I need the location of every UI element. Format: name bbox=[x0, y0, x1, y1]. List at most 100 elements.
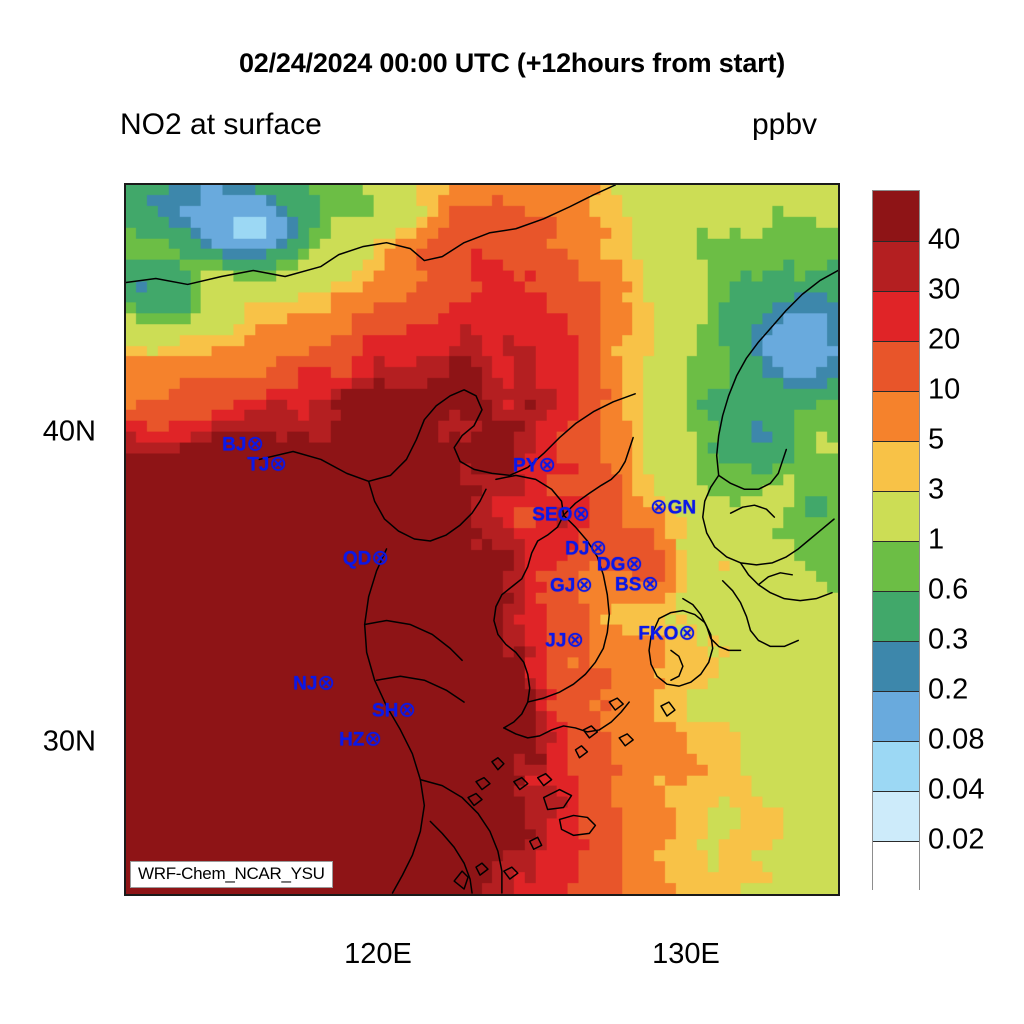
x-axis-major-tick bbox=[688, 894, 690, 896]
city-label: FKO bbox=[638, 623, 679, 645]
city-marker-dj[interactable]: DJ⊗ bbox=[565, 538, 607, 559]
colorbar-band[interactable] bbox=[873, 491, 919, 541]
station-cross-circle-icon: ⊗ bbox=[650, 495, 668, 519]
colorbar-tick-label: 20 bbox=[928, 323, 961, 356]
y-axis-tick bbox=[124, 247, 126, 249]
colorbar-tick-label: 0.08 bbox=[928, 723, 985, 756]
colorbar-tick-label: 0.02 bbox=[928, 823, 985, 856]
colorbar-band[interactable] bbox=[873, 441, 919, 491]
colorbar-band[interactable] bbox=[873, 391, 919, 441]
city-marker-dg[interactable]: DG⊗ bbox=[597, 554, 643, 575]
colorbar-band[interactable] bbox=[873, 341, 919, 391]
x-axis-label: 130E bbox=[652, 938, 720, 970]
colorbar-band[interactable] bbox=[873, 641, 919, 691]
city-marker-hz[interactable]: HZ⊗ bbox=[339, 729, 382, 750]
city-marker-tj[interactable]: TJ⊗ bbox=[247, 454, 287, 475]
city-marker-layer: BJ⊗ TJ⊗ QD⊗ NJ⊗ SH⊗ HZ⊗ PY⊗ SEO⊗ ⊗GN DJ⊗ DG⊗ GJ⊗ BS⊗… bbox=[126, 185, 838, 894]
map-plot-area[interactable]: BJ⊗ TJ⊗ QD⊗ NJ⊗ SH⊗ HZ⊗ PY⊗ SEO⊗ ⊗GN DJ⊗ DG⊗ GJ⊗ BS⊗… bbox=[124, 183, 840, 896]
y-axis-tick bbox=[124, 371, 126, 373]
station-cross-circle-icon: ⊗ bbox=[641, 572, 659, 596]
city-marker-bs[interactable]: BS⊗ bbox=[615, 574, 659, 595]
x-axis-tick bbox=[627, 894, 629, 896]
city-marker-nj[interactable]: NJ⊗ bbox=[293, 673, 335, 694]
city-label: DG bbox=[596, 554, 626, 576]
city-marker-jj[interactable]: JJ⊗ bbox=[545, 630, 584, 651]
city-marker-gn[interactable]: ⊗GN bbox=[650, 497, 696, 518]
city-label: GN bbox=[667, 497, 697, 519]
station-cross-circle-icon: ⊗ bbox=[398, 698, 416, 722]
station-cross-circle-icon: ⊗ bbox=[625, 552, 643, 576]
station-cross-circle-icon: ⊗ bbox=[678, 621, 696, 645]
station-cross-circle-icon: ⊗ bbox=[364, 727, 382, 751]
city-marker-bj[interactable]: BJ⊗ bbox=[222, 434, 264, 455]
city-marker-sh[interactable]: SH⊗ bbox=[372, 700, 416, 721]
x-axis-tick bbox=[257, 894, 259, 896]
colorbar[interactable] bbox=[872, 190, 920, 891]
model-watermark: WRF-Chem_NCAR_YSU bbox=[130, 861, 333, 888]
y-axis-major-tick bbox=[124, 744, 126, 746]
city-label: QD bbox=[342, 548, 372, 570]
city-label: SH bbox=[371, 700, 399, 722]
y-axis-major-tick bbox=[124, 434, 126, 436]
x-axis-tick bbox=[133, 894, 135, 896]
colorbar-band[interactable] bbox=[873, 591, 919, 641]
city-label: BJ bbox=[222, 434, 247, 456]
colorbar-tick-label: 5 bbox=[928, 423, 945, 456]
colorbar-tick-label: 40 bbox=[928, 223, 961, 256]
colorbar-tick-label: 30 bbox=[928, 273, 961, 306]
colorbar-tick-label: 0.6 bbox=[928, 573, 969, 606]
colorbar-band[interactable] bbox=[873, 291, 919, 341]
y-axis-tick bbox=[124, 868, 126, 870]
city-label: HZ bbox=[339, 729, 365, 751]
station-cross-circle-icon: ⊗ bbox=[317, 671, 335, 695]
page-title: 02/24/2024 00:00 UTC (+12hours from star… bbox=[238, 48, 786, 78]
y-axis-tick bbox=[124, 309, 126, 311]
y-axis-tick bbox=[124, 558, 126, 560]
station-cross-circle-icon: ⊗ bbox=[246, 432, 264, 456]
colorbar-band[interactable] bbox=[873, 541, 919, 591]
x-axis-tick bbox=[565, 894, 567, 896]
city-marker-qd[interactable]: QD⊗ bbox=[343, 548, 389, 569]
station-cross-circle-icon: ⊗ bbox=[566, 628, 584, 652]
colorbar-tick-label: 0.04 bbox=[928, 773, 985, 806]
x-axis-major-tick bbox=[380, 894, 382, 896]
x-axis-tick bbox=[750, 894, 752, 896]
station-cross-circle-icon: ⊗ bbox=[269, 452, 287, 476]
colorbar-band[interactable] bbox=[873, 691, 919, 741]
colorbar-tick-label: 10 bbox=[928, 373, 961, 406]
y-axis-label: 30N bbox=[42, 725, 96, 758]
variable-label: NO2 at surface bbox=[120, 108, 322, 141]
colorbar-band[interactable] bbox=[873, 791, 919, 841]
colorbar-tick-label: 0.3 bbox=[928, 623, 969, 656]
city-label: DJ bbox=[565, 538, 590, 560]
colorbar-band[interactable] bbox=[873, 841, 919, 891]
colorbar-band[interactable] bbox=[873, 241, 919, 291]
x-axis-label: 120E bbox=[344, 938, 412, 970]
station-cross-circle-icon: ⊗ bbox=[589, 536, 607, 560]
colorbar-tick-label: 1 bbox=[928, 523, 945, 556]
city-label: BS bbox=[614, 574, 642, 596]
station-cross-circle-icon: ⊗ bbox=[538, 453, 556, 477]
city-marker-fko[interactable]: FKO⊗ bbox=[638, 623, 696, 644]
x-axis-tick bbox=[195, 894, 197, 896]
colorbar-band[interactable] bbox=[873, 191, 919, 241]
city-label: TJ bbox=[247, 454, 270, 476]
y-axis-label: 40N bbox=[42, 415, 96, 448]
city-label: JJ bbox=[545, 630, 567, 652]
city-label: SEO bbox=[532, 504, 573, 526]
city-label: NJ bbox=[293, 673, 318, 695]
city-marker-seo[interactable]: SEO⊗ bbox=[532, 504, 590, 525]
city-marker-gj[interactable]: GJ⊗ bbox=[550, 575, 593, 596]
y-axis-tick bbox=[124, 620, 126, 622]
x-axis-tick bbox=[442, 894, 444, 896]
city-label: PY bbox=[513, 455, 539, 477]
units-label: ppbv bbox=[752, 108, 818, 141]
city-marker-py[interactable]: PY⊗ bbox=[513, 455, 556, 476]
colorbar-band[interactable] bbox=[873, 741, 919, 791]
x-axis-tick bbox=[504, 894, 506, 896]
y-axis-tick bbox=[124, 496, 126, 498]
station-cross-circle-icon: ⊗ bbox=[371, 546, 389, 570]
city-label: GJ bbox=[550, 575, 576, 597]
colorbar-tick-label: 3 bbox=[928, 473, 945, 506]
y-axis-tick bbox=[124, 806, 126, 808]
